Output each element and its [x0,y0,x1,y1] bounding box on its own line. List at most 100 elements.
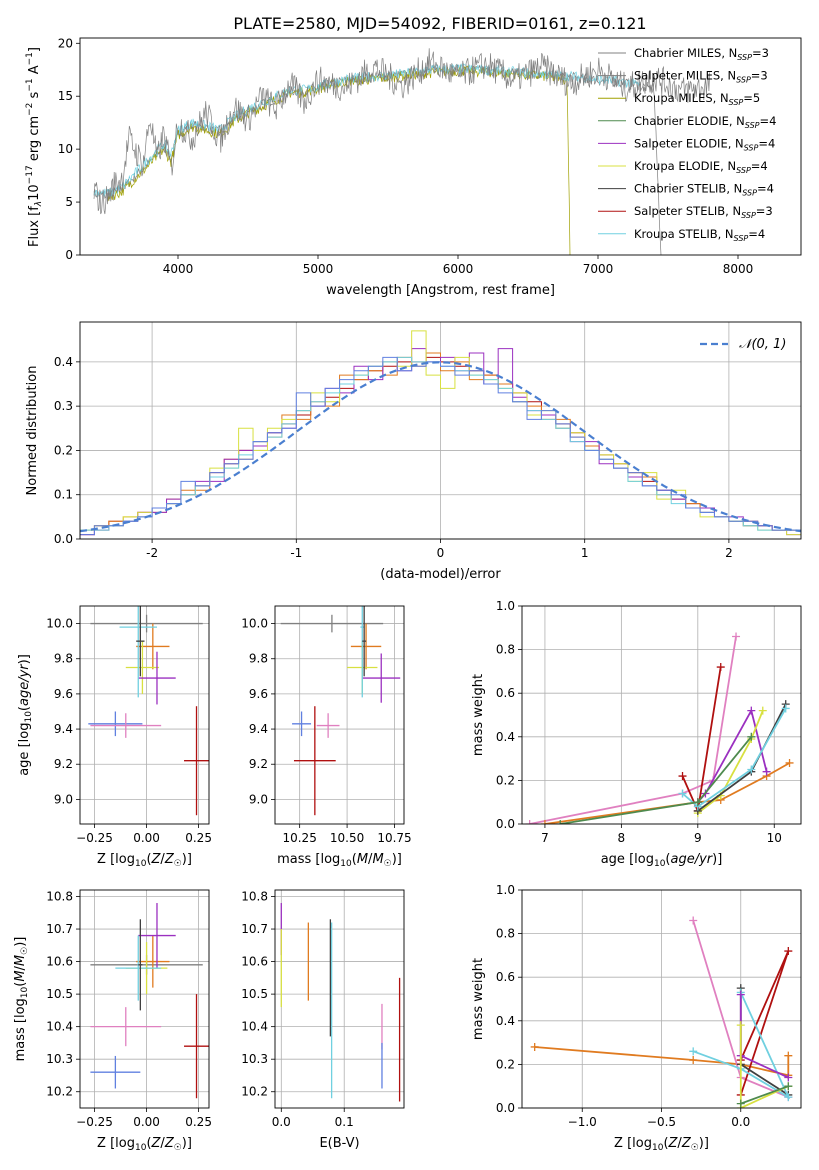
plot-area [93,48,711,255]
age-mass-x-axis-label: mass [log10(M/M☉)] [277,852,402,869]
y-tick-label: 0.0 [496,817,515,831]
legend-entry: Chabrier ELODIE, NSSP=4 [634,114,776,130]
y-tick-label: 0.6 [496,970,515,984]
y-tick-label: 9.8 [54,652,73,666]
y-tick-label: 0.0 [496,1101,515,1115]
spectrum-x-axis-label: wavelength [Angstrom, rest frame] [326,283,555,298]
mass-weight-line [681,666,722,815]
mass-ebv-x-axis-label: E(B-V) [319,1136,359,1151]
y-tick-label: 10.0 [241,617,268,631]
mass-weight-marker [689,916,698,925]
y-tick-label: 9.2 [249,757,268,771]
y-tick-label: 10.0 [46,617,73,631]
x-tick-label: 5000 [303,262,334,276]
x-tick-label: 6000 [443,262,474,276]
y-tick-label: 10.6 [46,955,73,969]
histogram-series [80,356,801,539]
mass-weight-marker [736,1021,745,1030]
mass-weight-marker [530,1042,539,1051]
mass-weight-marker [785,758,794,767]
mass-weight-line [681,708,787,808]
mass-weight-vs-metallicity-panel: −1.0 −0.5 0.0 0.0 0.2 0.4 0.6 0.8 1.0 Z [log10(Z/… [471,883,802,1153]
mass-weight-marker [784,1093,793,1102]
y-tick-label: 0.8 [496,927,515,941]
plot-area [280,903,401,1102]
spectrum-line [93,63,641,198]
y-tick-label: 10 [58,142,73,156]
mass-vs-ebv-panel: 0.0 0.1 10.2 10.3 10.4 10.5 10.6 10.7 10.8 E(B-V) [241,889,405,1151]
axes-frame [79,889,210,1109]
y-tick-label: 9.6 [249,687,268,701]
x-tick-label: 0.0 [272,1115,291,1129]
age-vs-metallicity-panel: −0.25 0.00 0.25 9.0 9.2 9.4 9.6 9.8 10.0 Z [log10… [17,605,212,869]
plot-area [280,606,401,816]
legend-entry: Chabrier MILES, NSSP=3 [634,46,769,62]
legend-entry: Salpeter STELIB, NSSP=3 [634,204,773,220]
y-tick-label: 9.6 [54,687,73,701]
x-tick-label: −1.0 [568,1115,597,1129]
x-tick-label: -2 [146,546,158,560]
residuals-legend: 𝒩(0, 1) [700,337,786,352]
mass-weight-line [692,992,791,1100]
gaussian-curve [80,361,801,533]
mass-weight-marker [784,1051,793,1060]
y-tick-label: 10.2 [46,1085,73,1099]
plot-area [90,903,209,1099]
mass-weight-line [739,1025,789,1108]
x-tick-label: 0 [437,546,445,560]
legend-entry: Salpeter MILES, NSSP=3 [634,69,768,85]
y-tick-label: 15 [58,89,73,103]
mass-weight-marker [716,663,725,672]
mass-weight-line [697,710,764,814]
x-tick-label: 9 [694,831,702,845]
y-tick-label: 0.2 [496,773,515,787]
y-tick-label: 0.4 [54,355,73,369]
x-tick-label: 7000 [583,262,614,276]
spectrum-y-axis-label: Flux [fλ10−17 erg cm−2 s−1 A−1] [25,47,44,247]
axes-frame [274,889,405,1109]
figure-title: PLATE=2580, MJD=54092, FIBERID=0161, z=0… [233,14,646,33]
x-tick-label: 10.75 [377,831,411,845]
x-tick-label: 8 [618,831,626,845]
legend-entry: Chabrier STELIB, NSSP=4 [634,182,774,198]
x-tick-label: 0.00 [133,1115,160,1129]
spectrum-line [93,48,711,215]
x-tick-label: 0.0 [731,1115,750,1129]
y-tick-label: 10.6 [241,955,268,969]
mass-weight-marker [689,1056,698,1065]
y-tick-label: 10.5 [241,987,268,1001]
y-tick-label: 0 [65,248,73,262]
y-tick-label: 9.0 [249,792,268,806]
y-tick-label: 20 [58,36,73,50]
y-tick-label: 0.1 [54,488,73,502]
mass-weight-marker [678,772,687,781]
mass-weight-age-y-axis-label: mass weight [471,674,486,756]
mass-weight-marker [747,706,756,715]
x-tick-label: 1 [581,546,589,560]
y-tick-label: 10.4 [46,1020,73,1034]
age-z-y-axis-label: age [log10(age/yr)] [17,654,34,776]
mass-vs-metallicity-panel: −0.25 0.00 0.25 10.2 10.3 10.4 10.5 10.6 10.7 10.… [13,890,212,1153]
mass-weight-marker [762,767,771,776]
y-tick-label: 0.8 [496,643,515,657]
y-tick-label: 10.7 [241,922,268,936]
x-tick-label: −0.5 [647,1115,676,1129]
mass-weight-age-x-axis-label: age [log10(age/yr)] [601,852,723,869]
y-tick-label: 1.0 [496,883,515,897]
y-tick-label: 0.3 [54,399,73,413]
residuals-panel: -2 -1 0 1 2 0.0 0.1 0.2 0.3 0.4 (data-model)/error… [25,321,802,582]
axes-frame [274,605,405,825]
mass-weight-marker [781,704,790,713]
y-tick-label: 9.4 [249,722,268,736]
x-tick-label: −0.25 [76,831,113,845]
age-z-x-axis-label: Z [log10(Z/Z☉)] [97,852,192,869]
y-tick-label: 10.8 [46,890,73,904]
legend-entry: Kroupa MILES, NSSP=5 [634,91,760,107]
mass-weight-marker [747,765,756,774]
y-tick-label: 0.0 [54,532,73,546]
y-tick-label: 0.4 [496,730,515,744]
x-tick-label: 0.25 [185,1115,212,1129]
y-tick-label: 10.4 [241,1020,268,1034]
legend-entry: 𝒩(0, 1) [739,337,786,352]
y-tick-label: 5 [65,195,73,209]
